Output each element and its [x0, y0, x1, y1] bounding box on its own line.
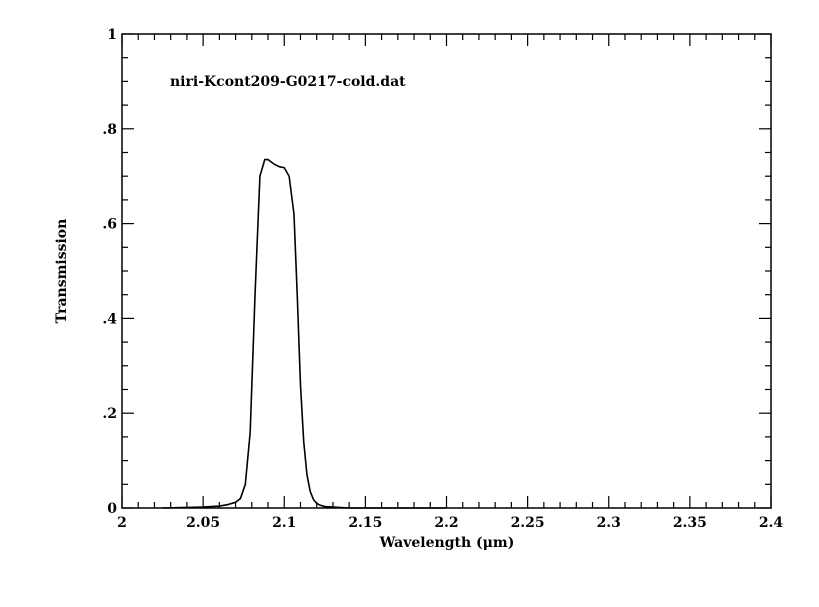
y-tick-labels: 0 .2 .4 .6 .8 1 [102, 27, 117, 517]
plot-frame [121, 33, 772, 509]
x-tick-label: 2.05 [186, 515, 220, 531]
y-tick-label: .8 [102, 122, 117, 138]
dataset-annotation: niri-Kcont209-G0217-cold.dat [170, 74, 406, 90]
x-tick-label: 2.1 [272, 515, 296, 531]
y-tick-label: .2 [102, 406, 117, 422]
y-axis-title: Transmission [54, 219, 70, 324]
x-tick-label: 2 [117, 515, 127, 531]
x-tick-label: 2.25 [511, 515, 545, 531]
y-tick-label: 0 [107, 501, 117, 517]
x-axis-title: Wavelength (μm) [379, 535, 515, 551]
x-tick-labels: 2 2.05 2.1 2.15 2.2 2.25 2.3 2.35 2.4 [117, 515, 783, 531]
x-tick-label: 2.15 [348, 515, 382, 531]
x-tick-label: 2.2 [434, 515, 458, 531]
axis-ticks [121, 33, 772, 509]
transmission-curve [162, 158, 447, 509]
x-tick-label: 2.3 [597, 515, 621, 531]
x-tick-label: 2.35 [673, 515, 707, 531]
x-tick-label: 2.4 [759, 515, 784, 531]
y-tick-label: .4 [102, 311, 117, 327]
y-tick-label: 1 [107, 27, 117, 43]
y-tick-label: .6 [102, 217, 117, 233]
